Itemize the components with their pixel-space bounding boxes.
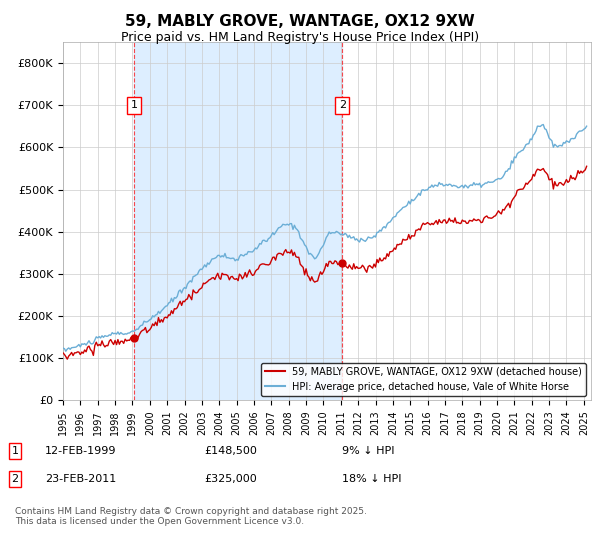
Text: Price paid vs. HM Land Registry's House Price Index (HPI): Price paid vs. HM Land Registry's House … bbox=[121, 31, 479, 44]
Text: 1: 1 bbox=[11, 446, 19, 456]
Text: 18% ↓ HPI: 18% ↓ HPI bbox=[342, 474, 401, 484]
Text: £325,000: £325,000 bbox=[204, 474, 257, 484]
Text: 9% ↓ HPI: 9% ↓ HPI bbox=[342, 446, 395, 456]
Text: 23-FEB-2011: 23-FEB-2011 bbox=[45, 474, 116, 484]
Text: 1: 1 bbox=[130, 100, 137, 110]
Legend: 59, MABLY GROVE, WANTAGE, OX12 9XW (detached house), HPI: Average price, detache: 59, MABLY GROVE, WANTAGE, OX12 9XW (deta… bbox=[261, 363, 586, 395]
Bar bbox=[134, 42, 342, 400]
Text: £148,500: £148,500 bbox=[204, 446, 257, 456]
Text: 2: 2 bbox=[338, 100, 346, 110]
Text: 2: 2 bbox=[11, 474, 19, 484]
Text: 59, MABLY GROVE, WANTAGE, OX12 9XW: 59, MABLY GROVE, WANTAGE, OX12 9XW bbox=[125, 14, 475, 29]
Text: 12-FEB-1999: 12-FEB-1999 bbox=[45, 446, 116, 456]
Text: Contains HM Land Registry data © Crown copyright and database right 2025.
This d: Contains HM Land Registry data © Crown c… bbox=[15, 507, 367, 526]
